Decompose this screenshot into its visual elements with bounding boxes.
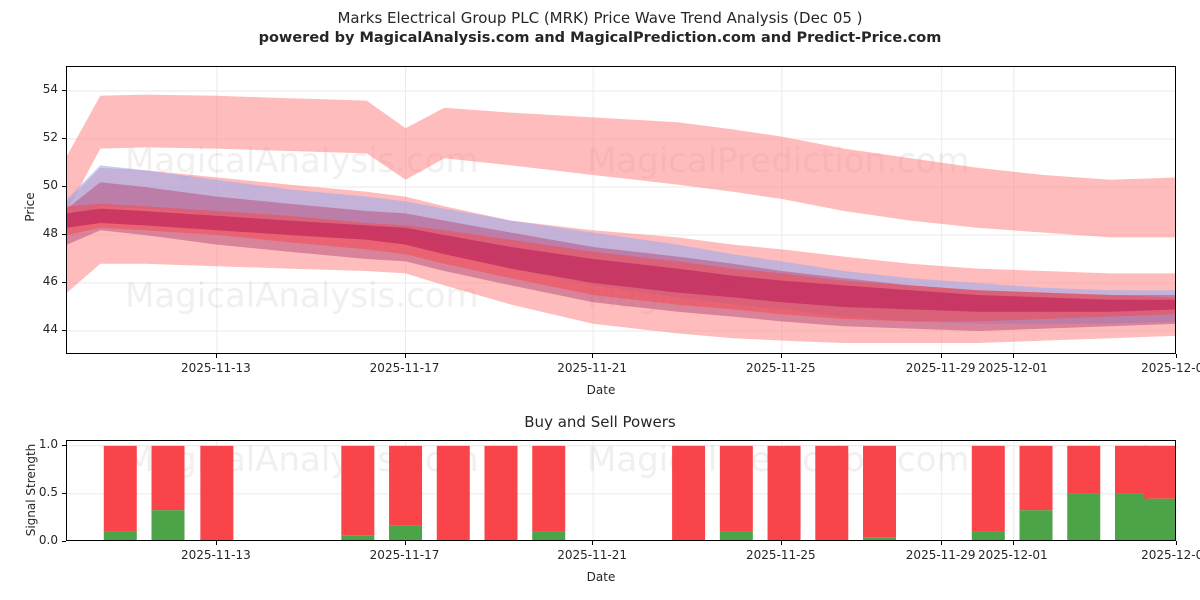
chart-title: Marks Electrical Group PLC (MRK) Price W…	[337, 9, 863, 27]
page-title: Marks Electrical Group PLC (MRK) Price W…	[0, 8, 1200, 48]
powers-x-tick	[404, 541, 406, 545]
sell-power-bar	[672, 445, 706, 540]
price-x-tick-label: 2025-12-05	[1141, 361, 1200, 375]
powers-y-tick	[62, 444, 66, 446]
buy-power-bar	[532, 531, 566, 540]
sell-power-bar	[436, 445, 470, 540]
buy-power-bar	[1114, 493, 1148, 540]
powers-x-axis-label: Date	[586, 570, 616, 584]
powers-x-tick-label: 2025-12-05	[1141, 548, 1200, 562]
buy-power-bar	[719, 531, 753, 540]
powers-x-tick-label: 2025-11-13	[180, 548, 251, 562]
price-y-tick	[62, 138, 66, 139]
sell-power-bar	[1114, 445, 1148, 494]
svg-text:MagicalAnalysis.com: MagicalAnalysis.com	[125, 276, 479, 316]
buy-power-bar	[151, 510, 185, 540]
powers-y-tick	[62, 492, 66, 494]
buy-power-bar	[341, 535, 375, 540]
sell-power-bar	[971, 445, 1005, 532]
price-x-tick	[592, 354, 594, 358]
price-chart-svg: MagicalAnalysis.comMagicalPrediction.com…	[67, 67, 1175, 353]
powers-y-tick-label: 0.0	[38, 533, 58, 547]
price-band-core-crimson-band	[67, 208, 1175, 312]
powers-y-axis-label: Signal Strength	[24, 443, 38, 537]
powers-x-tick	[940, 541, 942, 545]
buy-power-bar	[863, 537, 897, 540]
price-x-tick-label: 2025-12-01	[977, 361, 1048, 375]
powers-chart-svg: MagicalAnalysis.comMagicalPrediction.com	[67, 441, 1175, 540]
powers-x-tick	[1176, 541, 1177, 545]
buy-power-bar	[103, 531, 137, 540]
price-y-tick	[62, 234, 66, 235]
price-y-tick-label: 52	[42, 130, 58, 144]
sell-power-bar	[484, 445, 518, 540]
price-x-axis-label: Date	[586, 383, 616, 397]
sell-power-bar	[389, 445, 423, 526]
buy-power-bar	[1067, 493, 1101, 540]
price-x-tick	[1012, 354, 1014, 358]
price-x-tick-label: 2025-11-13	[180, 361, 251, 375]
sell-power-bar	[103, 445, 137, 532]
buy-power-bar	[389, 525, 423, 540]
price-x-tick	[1176, 354, 1177, 358]
powers-x-tick-label: 2025-11-17	[369, 548, 440, 562]
price-band-outer-upper-band	[67, 94, 1175, 238]
powers-x-tick-label: 2025-11-21	[557, 548, 627, 562]
sell-power-bar	[863, 445, 897, 538]
sell-power-bar	[719, 445, 753, 532]
price-x-tick-label: 2025-11-17	[369, 361, 440, 375]
price-y-tick-label: 46	[42, 274, 58, 288]
buy-power-bar	[971, 531, 1005, 540]
sell-power-bar	[200, 445, 234, 540]
price-x-tick-label: 2025-11-29	[905, 361, 976, 375]
powers-x-tick	[1012, 541, 1014, 545]
powers-x-tick-label: 2025-11-29	[905, 548, 976, 562]
powers-x-tick	[780, 541, 782, 545]
price-y-tick-label: 44	[42, 322, 58, 336]
price-y-tick-label: 48	[42, 226, 58, 240]
price-y-tick	[62, 282, 66, 283]
price-x-tick	[215, 354, 217, 358]
sell-power-bar	[815, 445, 849, 540]
sell-power-bar	[1019, 445, 1053, 511]
sell-power-bar	[767, 445, 801, 540]
price-y-tick-label: 54	[42, 82, 58, 96]
price-x-tick-label: 2025-11-21	[557, 361, 627, 375]
price-x-tick-label: 2025-11-25	[745, 361, 816, 375]
sell-power-bar	[1067, 445, 1101, 494]
sell-power-bar	[151, 445, 185, 511]
chart-subtitle: powered by MagicalAnalysis.com and Magic…	[258, 30, 942, 46]
powers-chart-title: Buy and Sell Powers	[524, 413, 676, 431]
price-chart-plot-area: MagicalAnalysis.comMagicalPrediction.com…	[66, 66, 1176, 354]
sell-power-bar	[1144, 445, 1175, 499]
powers-x-tick-label: 2025-11-25	[745, 548, 816, 562]
powers-y-tick-label: 1.0	[38, 436, 58, 451]
price-x-tick	[780, 354, 782, 358]
price-y-tick	[62, 186, 66, 187]
powers-x-tick	[592, 541, 594, 545]
price-x-tick	[404, 354, 406, 358]
price-x-tick	[940, 354, 942, 358]
price-y-axis-label: Price	[23, 192, 37, 222]
buy-power-bar	[1144, 498, 1175, 540]
powers-chart-plot-area: MagicalAnalysis.comMagicalPrediction.com	[66, 440, 1176, 541]
powers-y-tick	[62, 541, 66, 542]
buy-power-bar	[1019, 510, 1053, 540]
powers-x-tick	[215, 541, 217, 545]
price-y-tick	[62, 90, 66, 91]
price-y-tick-label: 50	[42, 178, 58, 192]
sell-power-bar	[532, 445, 566, 532]
price-y-tick	[62, 330, 66, 331]
powers-x-tick-label: 2025-12-01	[977, 548, 1048, 562]
sell-power-bar	[341, 445, 375, 536]
powers-y-tick-label: 0.5	[38, 484, 58, 499]
